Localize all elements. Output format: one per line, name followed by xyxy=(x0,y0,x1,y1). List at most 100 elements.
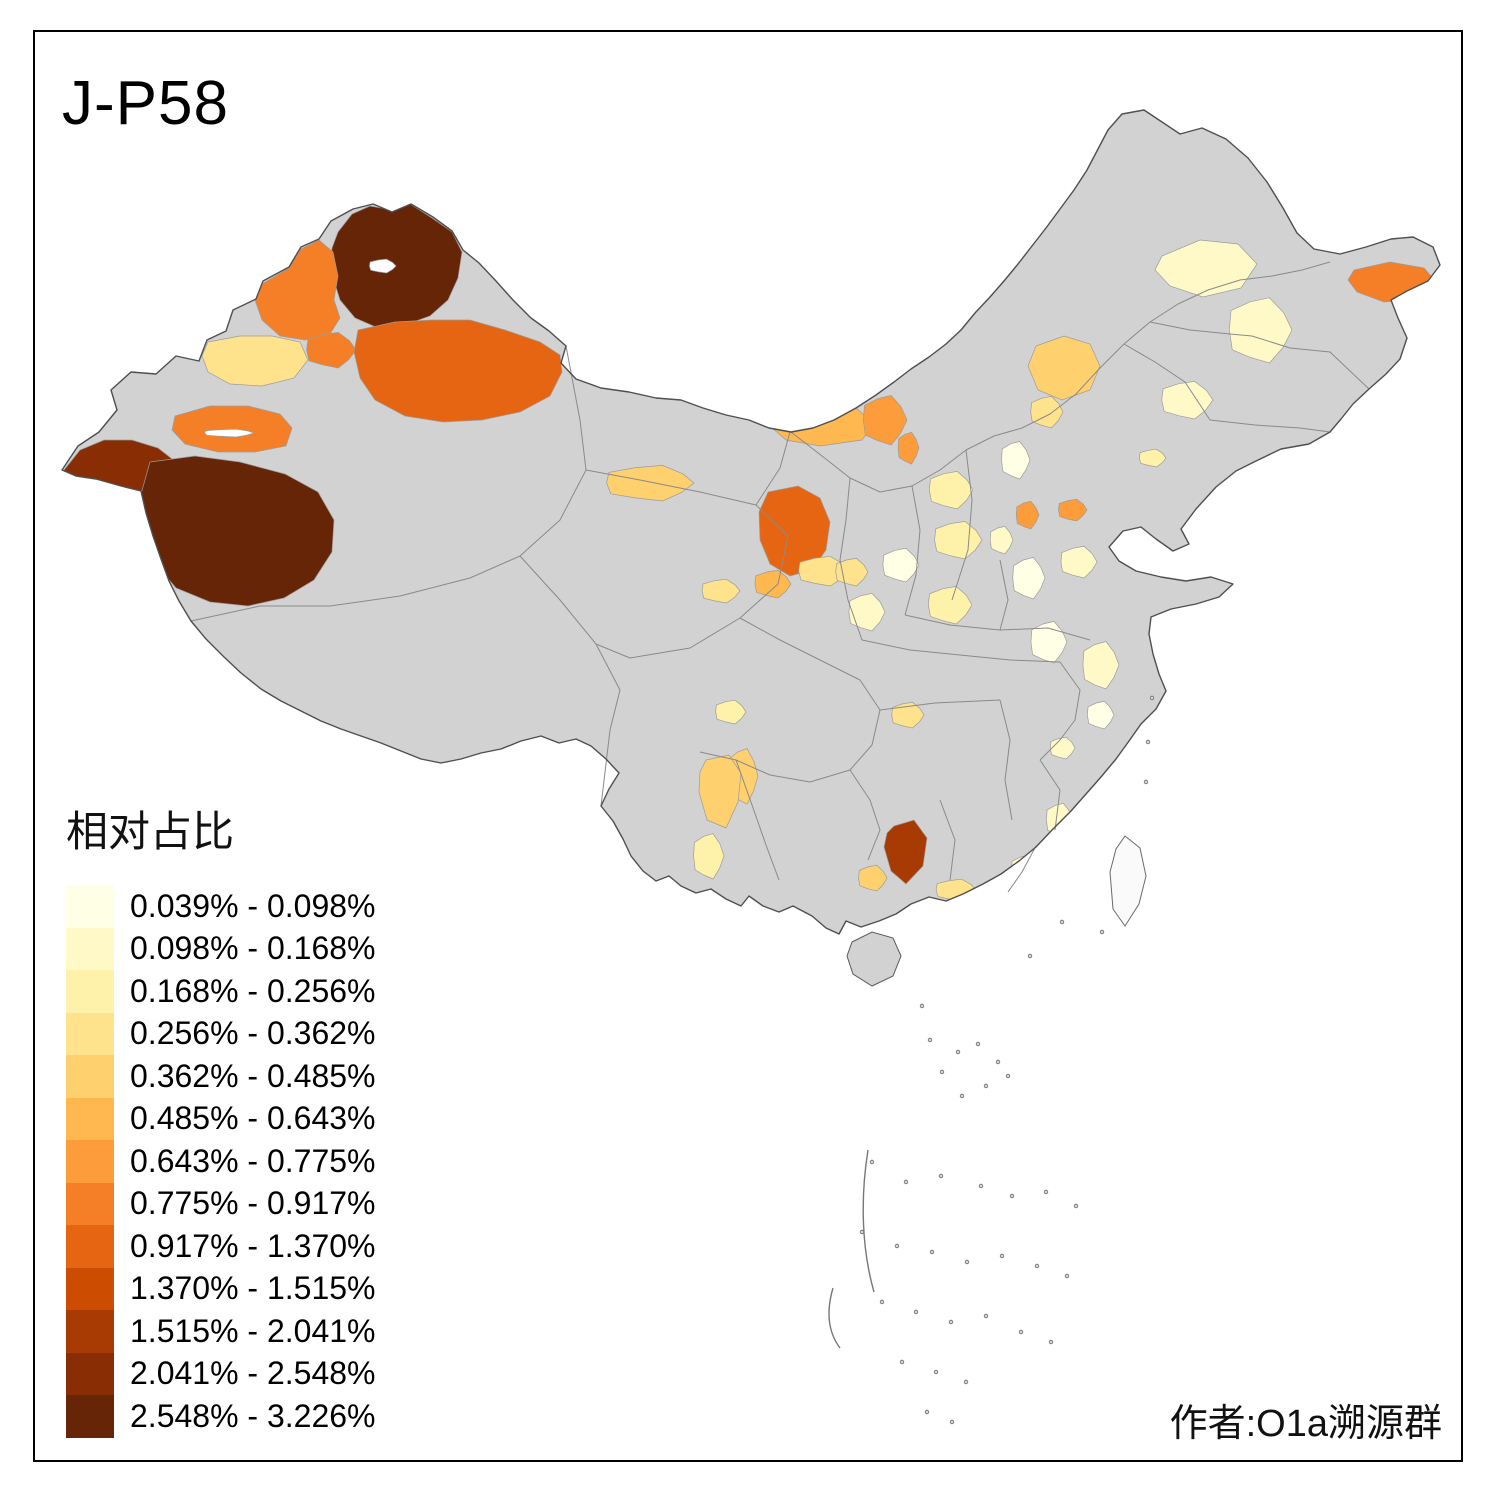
legend-label: 1.515% - 2.041% xyxy=(130,1312,376,1349)
map-region xyxy=(369,258,397,274)
map-region xyxy=(1139,448,1167,468)
legend-item: 0.039% - 0.098% xyxy=(66,885,376,928)
province-borders xyxy=(190,261,1370,893)
islet-dot xyxy=(1043,1189,1049,1195)
map-region xyxy=(204,428,256,438)
map-region xyxy=(989,525,1014,555)
legend-label: 0.039% - 0.098% xyxy=(130,887,376,924)
legend-swatch xyxy=(66,970,114,1013)
map-region xyxy=(201,335,309,387)
islands xyxy=(846,835,1147,987)
map-region xyxy=(693,833,725,880)
map-region xyxy=(715,699,747,725)
legend-item: 0.775% - 0.917% xyxy=(66,1182,376,1225)
islet-dot xyxy=(1149,695,1155,701)
legend-swatch xyxy=(66,1352,114,1395)
islet-dot xyxy=(975,1041,981,1047)
map-region xyxy=(1082,641,1120,690)
map-region xyxy=(934,521,983,560)
islet-dot xyxy=(978,1183,984,1189)
islet-dot xyxy=(995,1059,1001,1065)
legend-title: 相对占比 xyxy=(66,808,235,855)
legend-item: 0.098% - 0.168% xyxy=(66,927,376,970)
legend-label: 0.643% - 0.775% xyxy=(130,1142,376,1179)
legend-item: 0.485% - 0.643% xyxy=(66,1097,376,1140)
islet-dot xyxy=(939,1069,945,1075)
islet-dot xyxy=(938,1173,944,1179)
islet-dot xyxy=(894,1243,900,1249)
legend-swatch xyxy=(66,885,114,928)
map-region xyxy=(927,586,973,625)
islet-dot xyxy=(948,1319,954,1325)
islet-dot xyxy=(929,1249,935,1255)
hainan-island xyxy=(846,931,902,987)
map-region xyxy=(1015,500,1040,530)
islet-dot xyxy=(1143,779,1149,785)
islet-dot xyxy=(899,1359,905,1365)
legend-item: 2.041% - 2.548% xyxy=(66,1352,376,1395)
legend-label: 1.370% - 1.515% xyxy=(130,1270,376,1307)
map-title: J-P58 xyxy=(62,69,229,138)
map-region xyxy=(882,547,920,583)
legend-label: 0.485% - 0.643% xyxy=(130,1100,376,1137)
map-region xyxy=(254,239,341,341)
map-region xyxy=(701,578,741,604)
national-border xyxy=(61,109,1441,935)
legend-item: 2.548% - 3.226% xyxy=(66,1395,376,1438)
legend-item: 0.168% - 0.256% xyxy=(66,970,376,1013)
islet-dot xyxy=(983,1313,989,1319)
islet-dot xyxy=(1099,929,1105,935)
map-region xyxy=(848,593,886,632)
legend-item: 0.643% - 0.775% xyxy=(66,1140,376,1183)
sea-dash-line xyxy=(862,1149,875,1293)
map-region xyxy=(606,465,695,502)
map-region xyxy=(1027,335,1101,401)
islet-dot xyxy=(1009,1193,1015,1199)
legend-swatch xyxy=(66,1225,114,1268)
sea-islets xyxy=(828,695,1155,1425)
map-region xyxy=(883,819,928,885)
islet-dot xyxy=(933,1369,939,1375)
map-region xyxy=(1030,621,1068,664)
legend-swatch xyxy=(66,1182,114,1225)
map-region xyxy=(1060,545,1098,579)
map-region xyxy=(698,754,742,829)
legend-swatch xyxy=(66,1055,114,1098)
islet-dot xyxy=(1145,739,1151,745)
islet-dot xyxy=(949,1419,955,1425)
islet-dot xyxy=(903,1179,909,1185)
legend-label: 0.168% - 0.256% xyxy=(130,972,376,1009)
legend-label: 0.917% - 1.370% xyxy=(130,1227,376,1264)
islet-dot xyxy=(924,1409,930,1415)
legend-swatch xyxy=(66,1140,114,1183)
islet-dot xyxy=(869,1159,875,1165)
legend: 相对占比 0.039% - 0.098% 0.098% - 0.168% 0.168… xyxy=(66,798,376,1438)
map-region xyxy=(798,555,849,587)
islet-dot xyxy=(879,1299,885,1305)
attribution: 作者:O1a溯源群 xyxy=(1169,1403,1442,1445)
map-region xyxy=(964,893,994,911)
islet-dot xyxy=(913,1309,919,1315)
islet-dot xyxy=(927,1037,933,1043)
legend-swatch xyxy=(66,1310,114,1353)
map-region xyxy=(897,431,920,465)
islet-dot xyxy=(999,1253,1005,1259)
legend-label: 2.041% - 2.548% xyxy=(130,1355,376,1392)
map-region xyxy=(891,701,925,729)
islet-dot xyxy=(983,1083,989,1089)
map-region xyxy=(1161,381,1214,420)
islet-dot xyxy=(1027,953,1033,959)
legend-label: 0.775% - 0.917% xyxy=(130,1185,376,1222)
legend-item: 0.917% - 1.370% xyxy=(66,1225,376,1268)
map-region xyxy=(1011,854,1039,886)
map-region xyxy=(1087,700,1115,730)
map-region xyxy=(1012,557,1046,600)
legend-swatch xyxy=(66,1267,114,1310)
legend-item: 0.256% - 0.362% xyxy=(66,1012,376,1055)
legend-label: 0.098% - 0.168% xyxy=(130,930,376,967)
sea-dash-line xyxy=(828,1287,841,1349)
legend-swatch xyxy=(66,1395,114,1438)
map-region xyxy=(858,864,888,892)
